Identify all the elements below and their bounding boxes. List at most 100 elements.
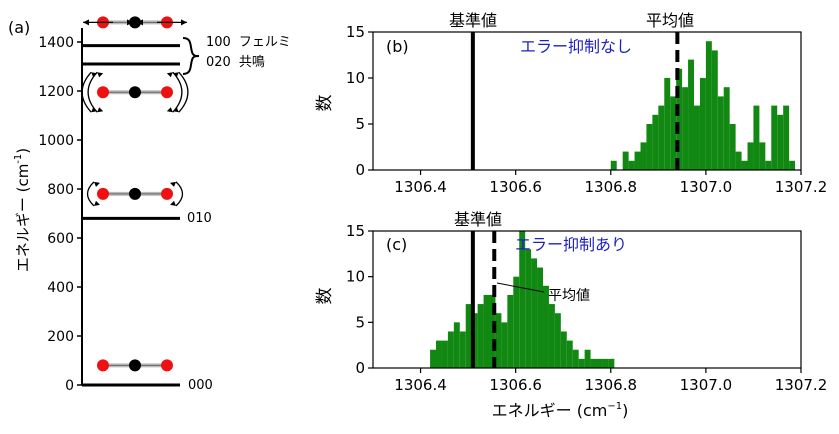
histogram-bar (453, 322, 460, 368)
co2-molecule-bend (86, 181, 184, 207)
histogram-bar (610, 160, 617, 170)
histogram-bar (430, 349, 437, 368)
mean-label: 平均値 (548, 288, 590, 304)
y-tick-label: 5 (355, 115, 365, 133)
histogram-bar (699, 78, 706, 170)
histogram-bar (777, 114, 784, 170)
mean-pointer (496, 282, 545, 293)
histogram-with-error-suppression: 0 5 10 15 1306.4 1306.6 1306.8 1307.0 1307.2 (c)… (315, 210, 827, 420)
histogram-bar (646, 124, 653, 170)
arrowhead (83, 19, 89, 26)
x-tick-label: 1307.0 (680, 376, 733, 394)
histogram-bar (753, 105, 760, 170)
x-tick-label: 1307.0 (680, 178, 733, 196)
histogram-bar (717, 96, 724, 170)
bend-arrow (175, 181, 184, 207)
axes: 0 5 10 15 1306.4 1306.6 1306.8 1307.0 1307.2 (346, 222, 827, 394)
bend-arrow (81, 71, 92, 113)
y-tick-label: 15 (346, 23, 365, 41)
oxygen-atom (161, 86, 173, 99)
y-tick-label: 600 (47, 231, 74, 247)
histogram-bar (447, 331, 454, 368)
molecule-illustrations (81, 16, 189, 372)
arrowhead (94, 200, 100, 206)
reference-label: 基準値 (449, 11, 497, 30)
histogram-bar (789, 160, 796, 170)
carbon-atom (129, 86, 141, 99)
x-tick-label: 1306.4 (394, 376, 447, 394)
panel-label-a: (a) (8, 18, 30, 37)
reference-lines (470, 231, 497, 368)
histogram-bar (590, 358, 597, 368)
histogram-bar (688, 59, 694, 170)
histogram-bar (682, 87, 689, 170)
x-axis-label: エネルギー (cm−1) (492, 401, 629, 420)
y-tick-label: 400 (47, 280, 74, 296)
histogram-bar (566, 340, 573, 368)
histogram-bar (459, 331, 466, 368)
histogram-bar (741, 160, 748, 170)
annotation-with-suppression: エラー抑制あり (515, 235, 627, 254)
carbon-atom (129, 359, 141, 372)
histogram-bar (501, 322, 508, 368)
histogram-bar (765, 160, 772, 170)
y-tick-label: 1400 (38, 35, 74, 51)
histogram-bar (572, 349, 579, 368)
y-tick-label: 0 (355, 161, 365, 179)
y-axis-label-sup: -1 (13, 154, 24, 164)
histogram-bar (519, 231, 526, 368)
resonance-label-020: 020 共鳴 (206, 55, 265, 70)
arrowhead (170, 181, 176, 187)
panel-label-c: (c) (386, 235, 407, 254)
oxygen-atom (97, 187, 109, 200)
y-axis-label: 数 (315, 288, 335, 305)
histogram-bar (477, 304, 484, 368)
co2-molecule-bend2 (81, 71, 189, 113)
histogram-bar (729, 124, 736, 170)
y-tick-label: 5 (355, 313, 365, 331)
y-tick-label: 200 (47, 329, 74, 345)
level-010-label: 010 (187, 211, 212, 226)
histogram-bar (608, 358, 615, 368)
histogram-bar (554, 313, 561, 368)
histogram-bar (560, 331, 567, 368)
histogram-bar (759, 142, 766, 170)
x-tick-label: 1307.2 (775, 376, 828, 394)
y-axis-label-main: エネルギー (cm (14, 164, 32, 272)
co2-molecule-stretch (83, 16, 187, 29)
arrowhead (181, 19, 187, 26)
arrowhead (97, 72, 104, 78)
oxygen-atom (161, 187, 173, 200)
bend-arrow (178, 71, 189, 113)
energy-levels (82, 44, 180, 387)
histogram-bar (747, 142, 754, 170)
histogram-bar (507, 294, 514, 368)
histogram-bar (628, 160, 635, 170)
x-tick-label: 1307.2 (775, 178, 828, 196)
histogram-bar (596, 358, 603, 368)
panel-label-b: (b) (386, 37, 409, 56)
histogram-bar (634, 151, 641, 170)
histogram-bar (670, 96, 677, 170)
y-axis-label: 数 (315, 95, 335, 112)
arrowhead (166, 107, 173, 113)
arrowhead (170, 200, 176, 206)
histogram-bar (771, 105, 778, 170)
carbon-atom (129, 187, 141, 200)
axes: 0 5 10 15 1306.4 1306.6 1306.8 1307.0 1307.2 (346, 23, 827, 196)
bend-arrow (87, 71, 98, 113)
histogram-bar (658, 105, 665, 170)
co2-molecule-ground (97, 359, 173, 372)
oxygen-atom (161, 359, 173, 372)
histogram-bar (652, 114, 659, 170)
histogram-bar (548, 304, 555, 368)
arrowhead (127, 19, 133, 26)
arrowhead (94, 181, 100, 187)
arrowhead (97, 107, 104, 113)
histogram-bar (436, 340, 442, 368)
y-tick-label: 1000 (38, 133, 74, 149)
histogram-no-error-suppression: 0 5 10 15 1306.4 1306.6 1306.8 1307.0 1307.2 (b)… (315, 11, 827, 196)
bend-arrow (172, 71, 183, 113)
histogram-bar (602, 358, 609, 368)
